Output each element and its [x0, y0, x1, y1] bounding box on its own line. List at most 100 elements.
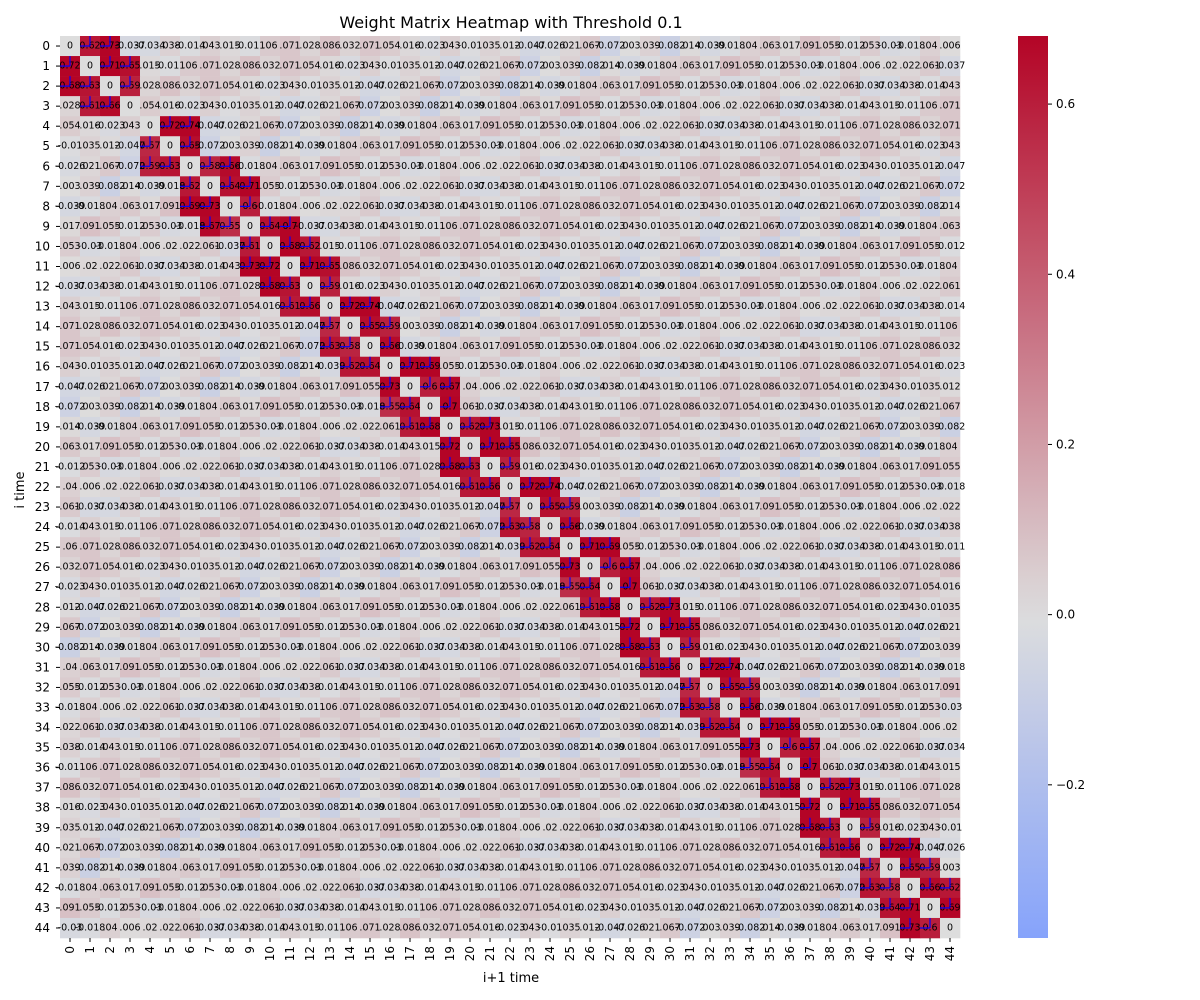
cell-value-label: .035 [79, 141, 100, 152]
cell-value-label: .02 [662, 341, 677, 352]
cell-value-label: -0.018 [755, 482, 786, 493]
cell-value-label: .022 [819, 81, 840, 92]
cell-value-label: .016 [799, 842, 820, 853]
x-tick-label: 39 [843, 946, 857, 961]
heatmap-cell [160, 96, 181, 117]
cell-value-label: .017 [79, 441, 100, 452]
cell-value-label: .04 [402, 802, 417, 813]
cell-value-label: .071 [939, 121, 960, 132]
heatmap-cell [840, 76, 861, 97]
cell-value-label: .054 [79, 341, 100, 352]
cell-value-label: .04 [302, 602, 317, 613]
cell-value-label: .017 [379, 141, 400, 152]
heatmap-cell [220, 76, 241, 97]
cell-value-label: .063 [519, 101, 540, 112]
cell-value-label: .022 [299, 662, 320, 673]
cell-value-label: .063 [319, 602, 340, 613]
cell-value-label: 0 [807, 782, 813, 793]
cell-value-label: .028 [379, 922, 400, 933]
heatmap-cell [60, 36, 81, 57]
cell-value-label: 0 [747, 722, 753, 733]
cell-value-label: .06 [522, 201, 537, 212]
heatmap-cell [780, 76, 801, 97]
cell-value-label: .06 [142, 522, 157, 533]
cell-value-label: .006 [779, 81, 800, 92]
heatmap-cell [920, 36, 941, 57]
cell-value-label: .022 [879, 742, 900, 753]
cell-value-label: .003 [59, 181, 80, 192]
cell-value-label: .054 [139, 101, 160, 112]
heatmap-cell [900, 36, 921, 57]
heatmap-cell [160, 56, 181, 77]
cell-value-label: .022 [579, 141, 600, 152]
heatmap-cell [820, 56, 841, 77]
cell-value-label: .06 [202, 281, 217, 292]
heatmap-cell [220, 96, 241, 117]
cell-value-label: -0.082 [935, 421, 966, 432]
colorbar-tick-label: 0.4 [1056, 267, 1075, 281]
cell-value-label: 0 [227, 201, 233, 212]
heatmap-cell [200, 36, 221, 57]
y-tick-label: 3 [42, 99, 50, 113]
x-tick-label: 42 [903, 946, 917, 961]
cell-value-label: .071 [459, 241, 480, 252]
cell-value-label: .021 [99, 381, 120, 392]
x-tick-label: 26 [583, 946, 597, 961]
heatmap-cell [420, 36, 441, 57]
cell-value-label: .035 [759, 421, 780, 432]
cell-value-label: .022 [339, 201, 360, 212]
cell-value-label: .054 [819, 381, 840, 392]
cell-value-label: .054 [459, 922, 480, 933]
cell-value-label: .043 [559, 401, 580, 412]
cell-value-label: .043 [799, 341, 820, 352]
cell-value-label: 0 [367, 341, 373, 352]
cell-value-label: .035 [939, 602, 960, 613]
cell-value-label: .04 [702, 502, 717, 513]
cell-value-label: .04 [782, 482, 797, 493]
y-tick-label: 1 [42, 59, 50, 73]
cell-value-label: .043 [919, 762, 940, 773]
cell-value-label: -0.026 [935, 842, 966, 853]
cell-value-label: .021 [679, 461, 700, 472]
heatmap-cell [460, 36, 481, 57]
cell-value-label: .032 [499, 902, 520, 913]
cell-value-label: .006 [159, 461, 180, 472]
cell-value-label: .017 [539, 101, 560, 112]
cell-value-label: .028 [239, 281, 260, 292]
x-tick-label: 11 [283, 946, 297, 961]
heatmap-cell [600, 36, 621, 57]
cell-value-label: .02 [462, 842, 477, 853]
heatmap-cell [260, 96, 281, 117]
cell-value-label: .06 [82, 762, 97, 773]
cell-value-label: .086 [219, 742, 240, 753]
colorbar [1018, 36, 1048, 938]
cell-value-label: .028 [819, 361, 840, 372]
cell-value-label: .035 [599, 461, 620, 472]
cell-value-label: .043 [619, 161, 640, 172]
cell-value-label: 0 [907, 882, 913, 893]
cell-value-label: .032 [159, 762, 180, 773]
heatmap-cell [760, 96, 781, 117]
cell-value-label: -0.018 [815, 61, 846, 72]
cell-value-label: 0 [167, 141, 173, 152]
heatmap-cell [320, 36, 341, 57]
cell-value-label: .063 [679, 61, 700, 72]
cell-value-label: .086 [159, 81, 180, 92]
cell-value-label: .035 [719, 882, 740, 893]
cell-value-label: -0.011 [495, 201, 526, 212]
cell-value-label: .003 [699, 922, 720, 933]
cell-value-label: .04 [442, 341, 457, 352]
cell-value-label: -0.018 [915, 261, 946, 272]
cell-value-label: .003 [599, 722, 620, 733]
cell-value-label: -0.018 [735, 261, 766, 272]
cell-value-label: -0.011 [875, 782, 906, 793]
cell-value-label: .022 [319, 882, 340, 893]
cell-value-label: .06 [382, 461, 397, 472]
y-tick-label: 15 [35, 340, 50, 354]
heatmap-cell [360, 96, 381, 117]
y-tick-label: 8 [42, 199, 50, 213]
cell-value-label: .035 [399, 61, 420, 72]
heatmap-cell [760, 76, 781, 97]
cell-value-label: .006 [939, 41, 960, 52]
cell-value-label: -0.011 [715, 822, 746, 833]
